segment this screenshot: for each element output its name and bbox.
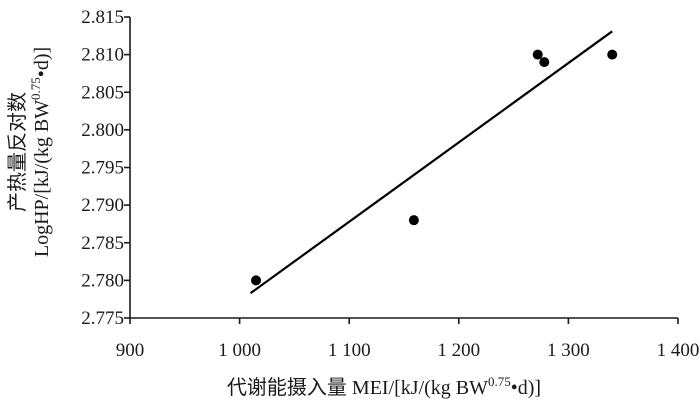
y-tick-label: 2.775 (81, 308, 124, 329)
y-axis-title-line2-suffix: •d)] (31, 47, 53, 77)
x-tick-label: 1 200 (437, 340, 480, 361)
data-point (408, 215, 419, 226)
y-axis-title-line2-sup: 0.75 (28, 77, 43, 100)
x-axis-title-prefix: 代谢能摄入量 MEI/[kJ/(kg BW (227, 376, 488, 399)
y-axis-ticks: 2.775 2.780 2.785 2.790 2.795 2.800 2.805 2.810… (81, 7, 130, 329)
y-tick-label: 2.805 (81, 82, 124, 103)
y-axis-title-line1: 产热量反对数 (6, 92, 29, 212)
y-axis-title: 产热量反对数 LogHP/[kJ/(kg BW0.75•d)] (6, 47, 53, 257)
y-tick-label: 2.790 (81, 195, 124, 216)
data-point (607, 49, 618, 60)
y-axis-title-line2: LogHP/[kJ/(kg BW0.75•d)] (28, 47, 53, 257)
x-axis-ticks: 900 1 000 1 100 1 200 1 300 1 400 (116, 318, 700, 361)
x-tick-label: 1 400 (657, 340, 700, 361)
x-tick-label: 1 000 (218, 340, 261, 361)
x-tick-label: 900 (116, 340, 145, 361)
y-tick-label: 2.780 (81, 270, 124, 291)
y-axis-title-line2-prefix: LogHP/[kJ/(kg BW (31, 100, 53, 257)
x-tick-label: 1 100 (328, 340, 371, 361)
y-tick-label: 2.795 (81, 158, 124, 179)
y-tick-label: 2.800 (81, 120, 124, 141)
trendline (249, 30, 613, 295)
y-tick-label: 2.810 (81, 45, 124, 66)
y-tick-label: 2.815 (81, 7, 124, 28)
data-point (539, 57, 550, 68)
x-tick-label: 1 300 (547, 340, 590, 361)
data-point (251, 275, 262, 286)
y-tick-label: 2.785 (81, 233, 124, 254)
data-points (251, 49, 618, 286)
data-point (532, 49, 543, 60)
x-axis-title-suffix: •d)] (511, 377, 541, 399)
x-axis-title-sup: 0.75 (488, 374, 511, 389)
x-axis-title: 代谢能摄入量 MEI/[kJ/(kg BW0.75•d)] (227, 374, 541, 399)
